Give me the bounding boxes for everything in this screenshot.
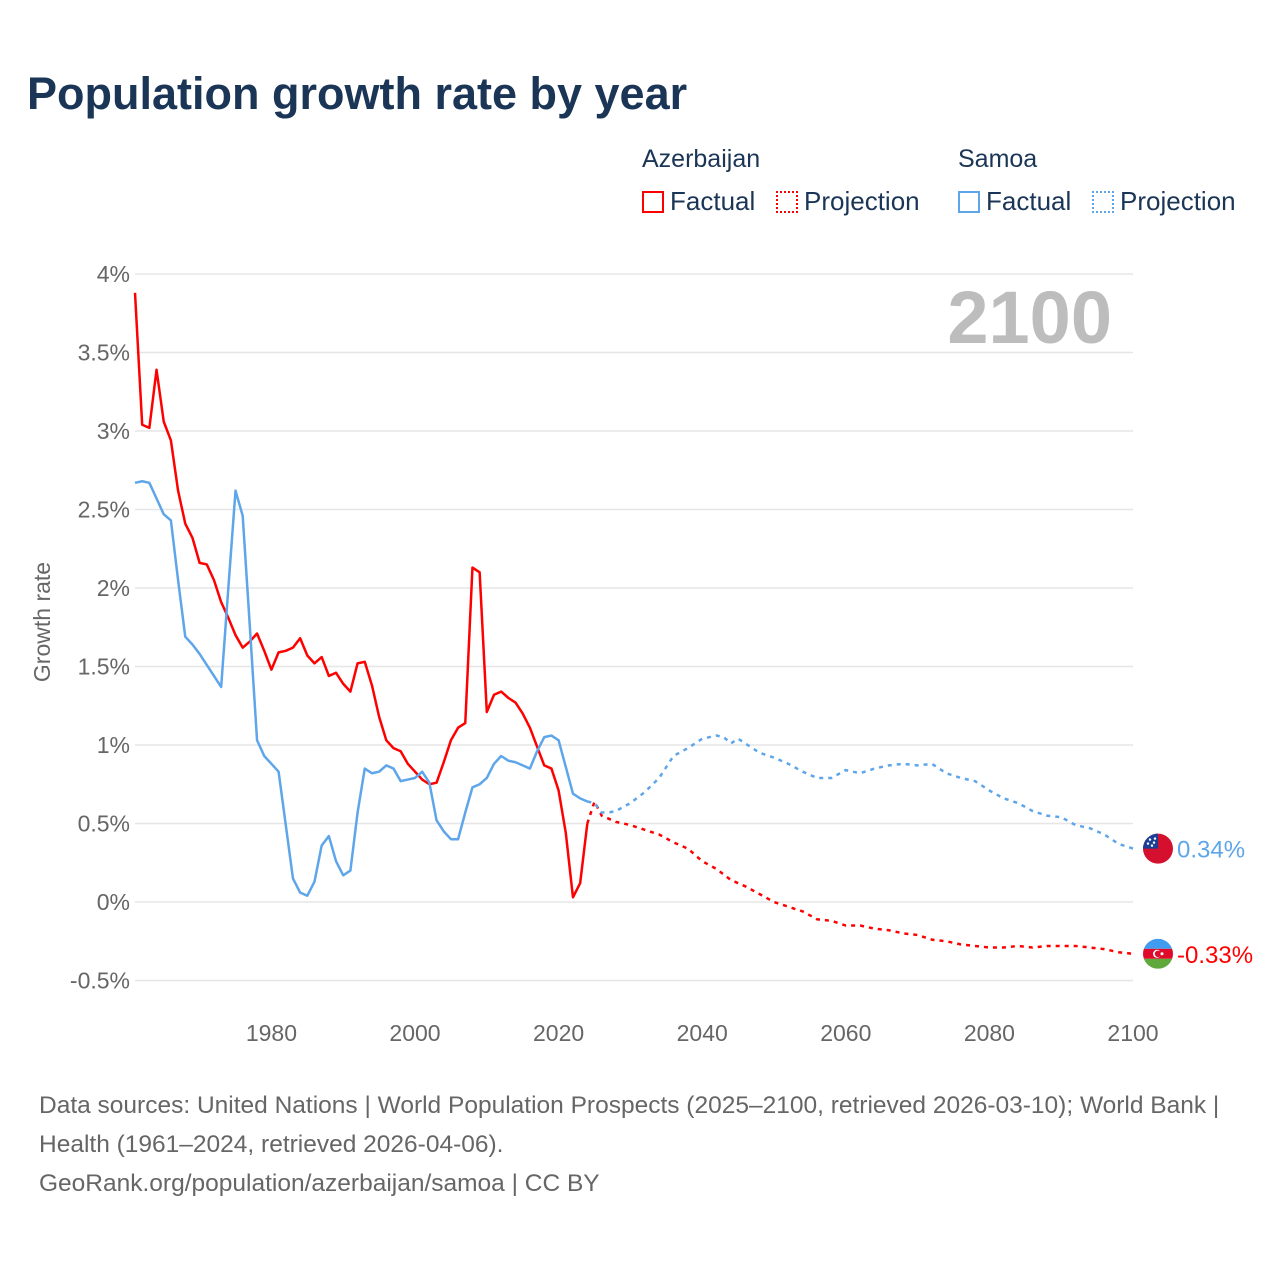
legend-group-samoa: Samoa xyxy=(958,145,1038,173)
x-tick-label: 2020 xyxy=(533,1020,584,1046)
chart-title: Population growth rate by year xyxy=(27,68,688,119)
x-axis-ticks: 1980 2000 2020 2040 2060 2080 2100 xyxy=(246,1020,1159,1046)
x-tick-label: 2060 xyxy=(820,1020,871,1046)
y-axis-label: Growth rate xyxy=(29,562,55,682)
data-sources: Data sources: United Nations | World Pop… xyxy=(39,1092,1220,1158)
legend-swatch-solid xyxy=(958,190,980,213)
legend-azerbaijan-factual[interactable]: Factual xyxy=(642,186,755,217)
footer: Data sources: United Nations | World Pop… xyxy=(39,1086,1239,1203)
y-axis-ticks: -0.5% 0% 0.5% 1% 1.5% 2% 2.5% 3% 3.5% 4% xyxy=(70,261,130,994)
legend-samoa-factual[interactable]: Factual xyxy=(958,186,1071,217)
flag-star xyxy=(1160,952,1164,956)
end-value-label: 0.34% xyxy=(1177,837,1245,864)
x-tick-label: 2080 xyxy=(964,1020,1015,1046)
line-azerbaijan-projection xyxy=(586,798,1134,956)
legend-group-azerbaijan: Azerbaijan xyxy=(642,145,761,173)
attribution-link[interactable]: GeoRank.org/population/azerbaijan/samoa … xyxy=(39,1170,600,1197)
end-marker-samoa: 0.34% xyxy=(1143,833,1245,864)
y-tick-label: 3.5% xyxy=(78,340,130,366)
legend-label: Projection xyxy=(1120,186,1236,216)
x-tick-label: 2040 xyxy=(677,1020,728,1046)
legend-azerbaijan-projection[interactable]: Projection xyxy=(776,186,920,217)
y-tick-label: 1.5% xyxy=(78,654,130,680)
gridlines xyxy=(135,273,1133,982)
x-tick-label: 2100 xyxy=(1107,1020,1158,1046)
y-tick-label: 3% xyxy=(97,418,130,444)
legend-swatch-dotted xyxy=(776,190,798,213)
y-tick-label: 4% xyxy=(97,261,130,287)
legend-label: Projection xyxy=(804,186,920,216)
year-watermark: 2100 xyxy=(947,276,1112,359)
flag-stripe-green xyxy=(1143,958,1173,969)
line-azerbaijan-factual xyxy=(133,292,589,899)
legend-label: Factual xyxy=(670,186,756,216)
legend-label: Factual xyxy=(986,186,1072,216)
line-samoa-projection xyxy=(587,734,1134,850)
flag-stripe-blue xyxy=(1143,938,1173,949)
y-tick-label: -0.5% xyxy=(70,968,130,994)
legend-swatch-dotted xyxy=(1092,190,1114,213)
flag-star xyxy=(1146,842,1150,845)
legend-samoa-projection[interactable]: Projection xyxy=(1092,186,1236,217)
line-samoa-factual xyxy=(134,479,588,897)
y-tick-label: 1% xyxy=(97,732,130,758)
legend-swatch-solid xyxy=(642,190,664,213)
flag-star xyxy=(1148,838,1152,841)
azerbaijan-flag-icon xyxy=(1143,938,1173,969)
series-lines xyxy=(133,292,1134,956)
y-tick-label: 2% xyxy=(97,575,130,601)
y-tick-label: 0% xyxy=(97,889,130,915)
end-markers: -0.33% 0.34% xyxy=(1143,833,1253,969)
end-marker-azerbaijan: -0.33% xyxy=(1143,938,1253,969)
end-value-label: -0.33% xyxy=(1177,942,1253,969)
x-tick-label: 2000 xyxy=(389,1020,440,1046)
x-tick-label: 1980 xyxy=(246,1020,297,1046)
y-tick-label: 0.5% xyxy=(78,811,130,837)
y-tick-label: 2.5% xyxy=(78,497,130,523)
flag-star xyxy=(1150,844,1154,847)
flag-crescent-cut xyxy=(1154,950,1162,958)
flag-star xyxy=(1152,841,1156,844)
flag-star xyxy=(1153,837,1157,840)
flag-canton xyxy=(1143,833,1158,849)
